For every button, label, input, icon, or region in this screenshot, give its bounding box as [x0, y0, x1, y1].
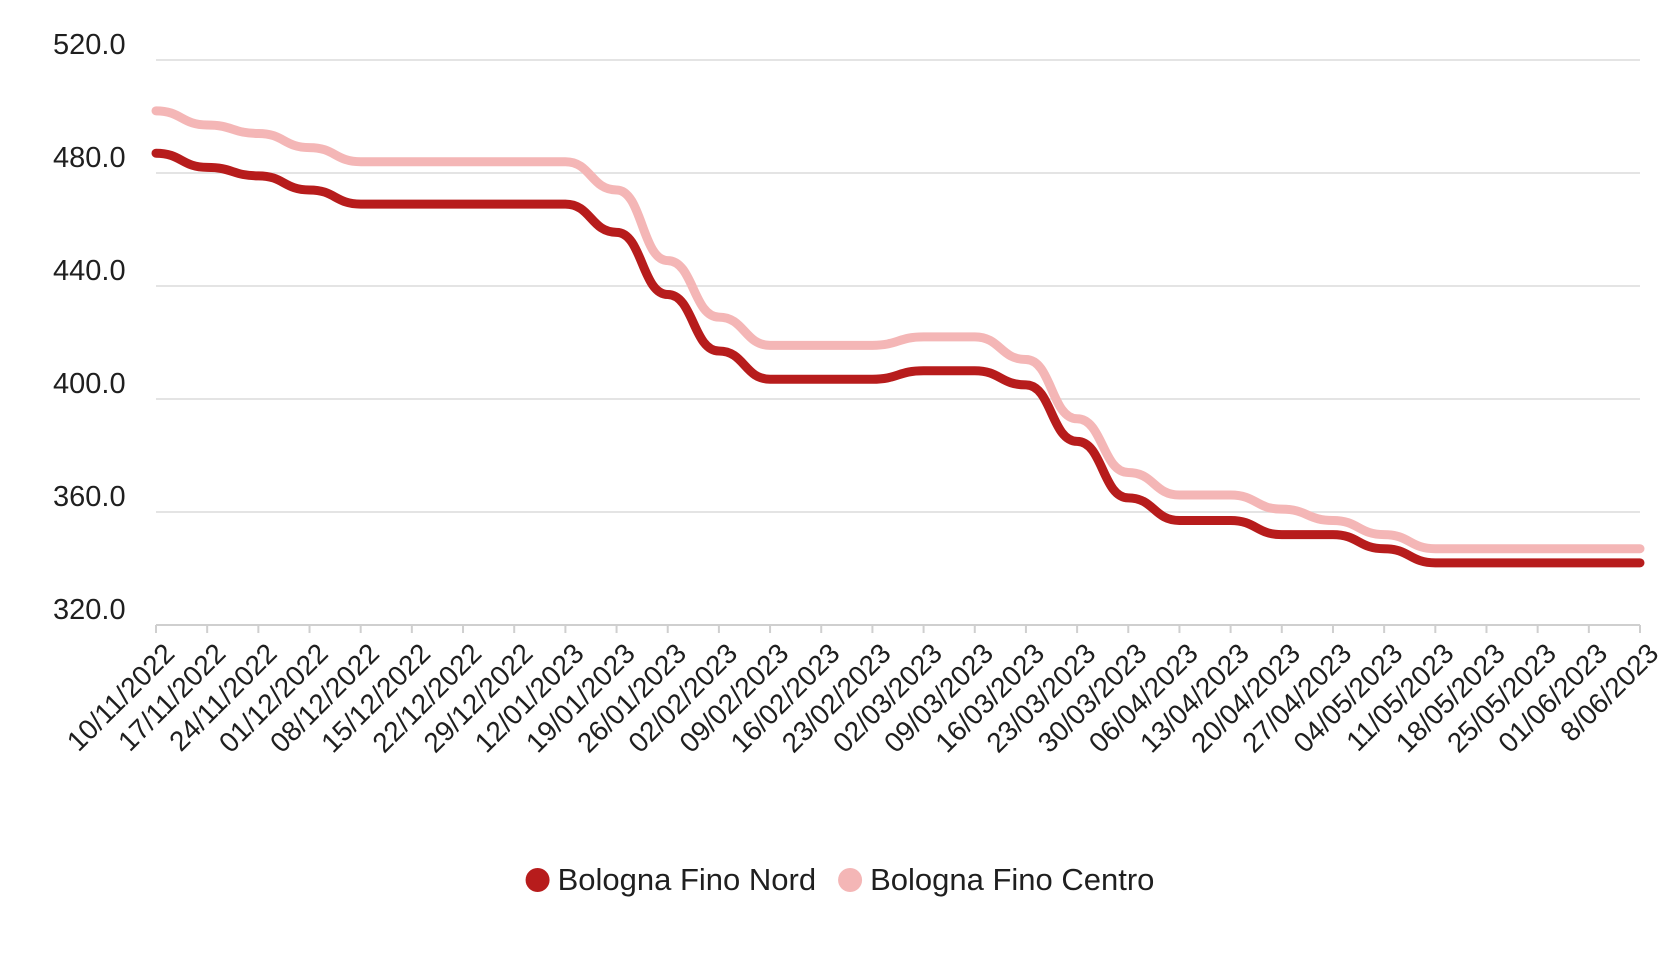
y-tick-label: 400.0	[53, 368, 126, 400]
series-lines	[151, 106, 1645, 568]
y-tick-label: 440.0	[53, 255, 126, 287]
series-line-bologna-fino-centro	[151, 106, 1645, 554]
y-tick-label: 480.0	[53, 142, 126, 174]
legend-item-bologna-fino-centro: Bologna Fino Centro	[838, 862, 1154, 897]
series-line-bologna-fino-nord	[151, 148, 1645, 568]
legend-marker	[838, 868, 863, 892]
legend-item-bologna-fino-nord: Bologna Fino Nord	[525, 862, 817, 897]
y-tick-label: 360.0	[53, 481, 126, 513]
x-axis: 10/11/202217/11/202224/11/202201/12/2022…	[61, 624, 1664, 758]
legend: Bologna Fino Nord Bologna Fino Centro	[525, 862, 1154, 897]
legend-label: Bologna Fino Centro	[870, 862, 1154, 897]
legend-label: Bologna Fino Nord	[558, 862, 817, 897]
y-tick-label: 520.0	[53, 29, 126, 61]
gridlines	[156, 59, 1640, 513]
legend-marker	[525, 868, 550, 892]
y-tick-label: 320.0	[53, 594, 126, 626]
y-axis-tick-labels: 320.0 360.0 400.0 440.0 480.0 520.0	[53, 29, 126, 626]
